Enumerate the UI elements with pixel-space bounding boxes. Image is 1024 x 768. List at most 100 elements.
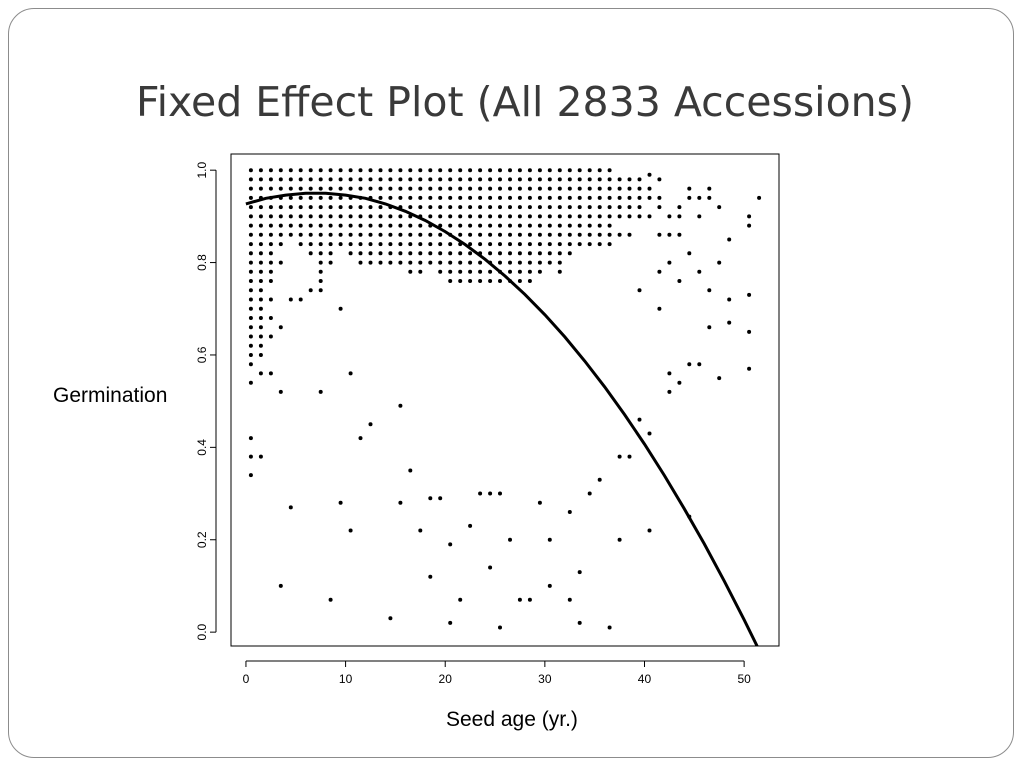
data-point xyxy=(398,232,403,237)
data-point xyxy=(328,223,333,228)
data-point xyxy=(258,168,263,173)
data-point xyxy=(428,195,433,200)
data-point xyxy=(388,168,393,173)
data-point xyxy=(278,223,283,228)
data-point xyxy=(547,242,552,247)
data-point xyxy=(458,597,463,602)
data-point xyxy=(248,168,253,173)
data-point xyxy=(567,186,572,191)
data-point xyxy=(408,242,413,247)
data-point xyxy=(747,329,752,334)
y-tick-label: 0.8 xyxy=(195,254,209,271)
data-point xyxy=(498,214,502,219)
data-point xyxy=(547,205,552,210)
data-point xyxy=(318,251,323,256)
data-point xyxy=(468,260,473,265)
data-point xyxy=(428,242,433,247)
data-point xyxy=(448,542,453,547)
data-point xyxy=(378,177,383,182)
data-point xyxy=(597,177,602,182)
data-point xyxy=(527,597,532,602)
data-point xyxy=(517,269,522,274)
data-point xyxy=(527,232,532,237)
data-point xyxy=(667,389,672,394)
data-point xyxy=(478,242,483,247)
data-point xyxy=(388,232,393,237)
data-point xyxy=(557,251,562,256)
data-point xyxy=(488,223,493,228)
data-point xyxy=(338,242,343,247)
data-point xyxy=(627,232,632,237)
data-point xyxy=(308,195,313,200)
data-point xyxy=(308,205,313,210)
data-point xyxy=(617,205,622,210)
data-point xyxy=(517,168,522,173)
data-point xyxy=(438,260,443,265)
data-point xyxy=(537,195,542,200)
data-point xyxy=(298,168,303,173)
data-point xyxy=(248,214,253,219)
data-point xyxy=(508,223,512,228)
data-point xyxy=(757,195,762,200)
data-point xyxy=(408,168,413,173)
data-point xyxy=(517,597,522,602)
data-point xyxy=(308,214,313,219)
data-point xyxy=(508,177,512,182)
data-point xyxy=(637,205,642,210)
data-point xyxy=(557,260,562,265)
data-point xyxy=(667,232,672,237)
data-point xyxy=(577,620,582,625)
data-point xyxy=(448,177,453,182)
data-point xyxy=(328,177,333,182)
data-point xyxy=(248,297,253,302)
data-point xyxy=(517,242,522,247)
data-point xyxy=(747,366,752,371)
data-point xyxy=(448,269,453,274)
data-point xyxy=(547,232,552,237)
data-point xyxy=(557,195,562,200)
data-point xyxy=(268,371,273,376)
data-point xyxy=(248,362,253,367)
data-point xyxy=(338,232,343,237)
data-point xyxy=(468,186,473,191)
data-point xyxy=(448,260,453,265)
data-point xyxy=(398,223,403,228)
data-point xyxy=(358,214,363,219)
data-point xyxy=(368,214,373,219)
data-point xyxy=(378,242,383,247)
data-point xyxy=(318,168,323,173)
data-point xyxy=(338,177,343,182)
data-point xyxy=(318,288,323,293)
data-point xyxy=(657,195,662,200)
data-point xyxy=(498,279,502,283)
x-tick-label: 10 xyxy=(339,672,353,686)
data-point xyxy=(408,251,413,256)
data-point xyxy=(448,214,453,219)
data-point xyxy=(627,195,632,200)
data-point xyxy=(557,232,562,237)
data-point xyxy=(348,371,353,376)
data-point xyxy=(707,186,712,191)
data-point xyxy=(418,251,423,256)
data-point xyxy=(438,242,443,247)
data-point xyxy=(527,223,532,228)
data-point xyxy=(378,223,383,228)
data-point xyxy=(328,232,333,237)
y-tick-label: 0.6 xyxy=(195,346,209,363)
data-point xyxy=(298,214,303,219)
data-point xyxy=(308,168,313,173)
data-point xyxy=(328,251,333,256)
data-point xyxy=(607,242,612,247)
data-point xyxy=(408,186,413,191)
data-point xyxy=(358,186,363,191)
data-point xyxy=(418,223,423,228)
data-point xyxy=(278,186,283,191)
data-point xyxy=(298,242,303,247)
data-point xyxy=(687,195,692,200)
data-point xyxy=(308,223,313,228)
data-point xyxy=(288,505,293,510)
data-point xyxy=(577,232,582,237)
data-point xyxy=(687,362,692,367)
data-point xyxy=(248,251,253,256)
data-point xyxy=(358,168,363,173)
